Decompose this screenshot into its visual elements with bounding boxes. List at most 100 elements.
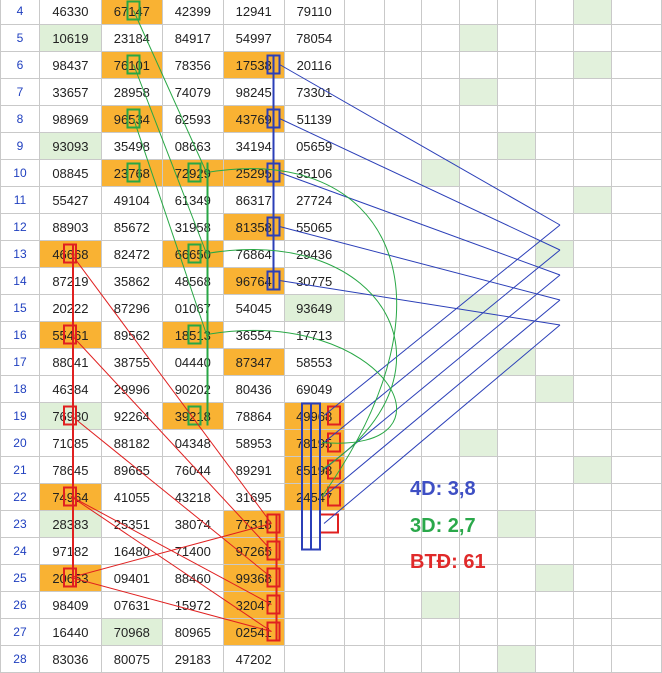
result-cell: 89665 xyxy=(100,456,163,484)
grid-cell xyxy=(610,132,662,160)
grid-cell xyxy=(343,78,385,106)
grid-cell xyxy=(497,537,537,565)
result-cell: 30775 xyxy=(283,267,345,295)
grid-cell xyxy=(573,483,612,511)
grid-cell xyxy=(383,213,423,241)
result-cell: 16480 xyxy=(100,537,163,565)
result-cell: 85672 xyxy=(100,213,163,241)
grid-cell xyxy=(610,51,662,79)
result-cell: 88903 xyxy=(38,213,102,241)
grid-cell xyxy=(535,240,575,268)
grid-cell xyxy=(497,645,537,673)
grid-cell xyxy=(383,0,423,25)
grid-cell xyxy=(573,537,612,565)
result-cell: 80436 xyxy=(222,375,285,403)
grid-cell xyxy=(573,267,612,295)
table-row: 21 78645 89665 76044 89291 85198 xyxy=(0,456,662,484)
table-row: 10 08845 23768 72929 25295 35106 xyxy=(0,159,662,187)
result-cell: 35106 xyxy=(283,159,345,187)
result-cell: 84917 xyxy=(161,24,224,52)
grid-cell xyxy=(459,132,499,160)
result-cell: 74079 xyxy=(161,78,224,106)
result-cell: 09401 xyxy=(100,564,163,592)
grid-cell xyxy=(610,618,662,646)
grid-cell xyxy=(383,294,423,322)
grid-cell xyxy=(421,429,461,457)
result-cell: 49104 xyxy=(100,186,163,214)
grid-cell xyxy=(343,537,385,565)
grid-cell xyxy=(343,321,385,349)
row-number: 15 xyxy=(0,294,40,322)
result-cell: 69049 xyxy=(283,375,345,403)
result-cell: 70968 xyxy=(100,618,163,646)
grid-cell xyxy=(497,510,537,538)
grid-cell xyxy=(421,591,461,619)
grid-cell xyxy=(343,105,385,133)
grid-cell xyxy=(343,591,385,619)
row-number: 18 xyxy=(0,375,40,403)
grid-cell xyxy=(610,321,662,349)
grid-cell xyxy=(459,159,499,187)
result-cell: 29996 xyxy=(100,375,163,403)
result-cell: 55427 xyxy=(38,186,102,214)
grid-cell xyxy=(497,240,537,268)
table-row: 7 33657 28958 74079 98245 73301 xyxy=(0,78,662,106)
result-cell: 76044 xyxy=(161,456,224,484)
result-cell: 72929 xyxy=(161,159,224,187)
result-cell: 88460 xyxy=(161,564,224,592)
grid-cell xyxy=(421,645,461,673)
grid-cell xyxy=(535,321,575,349)
result-cell: 78356 xyxy=(161,51,224,79)
result-cell: 66650 xyxy=(161,240,224,268)
grid-cell xyxy=(535,267,575,295)
grid-cell xyxy=(421,294,461,322)
grid-cell xyxy=(610,78,662,106)
grid-cell xyxy=(497,618,537,646)
result-cell: 08845 xyxy=(38,159,102,187)
row-number: 27 xyxy=(0,618,40,646)
result-cell: 20653 xyxy=(38,564,102,592)
grid-cell xyxy=(383,618,423,646)
grid-cell xyxy=(383,321,423,349)
result-cell: 28958 xyxy=(100,78,163,106)
grid-cell xyxy=(459,51,499,79)
result-cell: 74964 xyxy=(38,483,102,511)
grid-cell xyxy=(421,51,461,79)
result-cell: 87347 xyxy=(222,348,285,376)
grid-cell xyxy=(383,105,423,133)
grid-cell xyxy=(459,645,499,673)
grid-cell xyxy=(343,456,385,484)
result-cell: 48568 xyxy=(161,267,224,295)
result-cell: 98409 xyxy=(38,591,102,619)
result-cell: 43218 xyxy=(161,483,224,511)
grid-cell xyxy=(383,591,423,619)
table-row: 19 76980 92264 39218 78864 49968 xyxy=(0,402,662,430)
result-cell: 46330 xyxy=(38,0,102,25)
grid-cell xyxy=(573,159,612,187)
grid-cell xyxy=(343,186,385,214)
grid-cell xyxy=(459,0,499,25)
table-row: 11 55427 49104 61349 86317 27724 xyxy=(0,186,662,214)
grid-cell xyxy=(535,213,575,241)
result-cell xyxy=(283,564,345,592)
row-number: 11 xyxy=(0,186,40,214)
result-cell: 87219 xyxy=(38,267,102,295)
grid-cell xyxy=(535,618,575,646)
result-cell: 77318 xyxy=(222,510,285,538)
row-number: 24 xyxy=(0,537,40,565)
table-row: 22 74964 41055 43218 31695 24547 xyxy=(0,483,662,511)
grid-cell xyxy=(421,213,461,241)
row-number: 7 xyxy=(0,78,40,106)
grid-cell xyxy=(343,618,385,646)
grid-cell xyxy=(421,537,461,565)
result-cell: 58553 xyxy=(283,348,345,376)
grid-cell xyxy=(535,0,575,25)
grid-cell xyxy=(573,591,612,619)
grid-cell xyxy=(497,564,537,592)
grid-cell xyxy=(383,564,423,592)
result-cell: 86317 xyxy=(222,186,285,214)
table-row: 14 87219 35862 48568 96764 30775 xyxy=(0,267,662,295)
grid-cell xyxy=(459,591,499,619)
result-cell: 98969 xyxy=(38,105,102,133)
grid-cell xyxy=(497,51,537,79)
